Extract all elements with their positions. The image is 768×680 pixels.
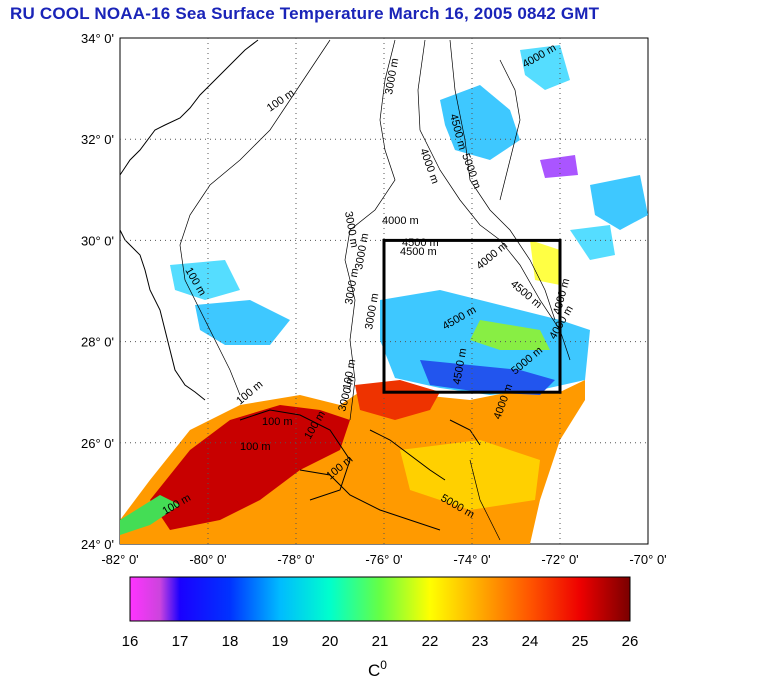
lon-tick-label: -78° 0' [277, 552, 314, 567]
sst-patch-north-b [520, 45, 570, 90]
colorbar-tick-label: 20 [322, 633, 339, 650]
coastline [120, 39, 481, 531]
colorbar-tick-label: 16 [122, 633, 139, 650]
colorbar-tick-label: 25 [572, 633, 589, 650]
lon-tick-label: -76° 0' [365, 552, 402, 567]
figure-title: RU COOL NOAA-16 Sea Surface Temperature … [10, 4, 600, 23]
bathymetry-contours [179, 39, 571, 541]
contour-label: 100 m [341, 358, 358, 390]
contour-100m [179, 39, 331, 396]
contour-label: 100 m [240, 441, 271, 453]
bahamas-outline [239, 409, 441, 531]
sst-patch-west [195, 300, 290, 345]
lon-tick-label: -82° 0' [101, 552, 138, 567]
contour-label: 100 m [262, 416, 293, 428]
contour-4500m [449, 39, 556, 321]
lon-tick-label: -70° 0' [629, 552, 666, 567]
contour-label: 4500 m [400, 246, 437, 258]
lon-tick-label: -72° 0' [541, 552, 578, 567]
study-area-box [382, 238, 562, 394]
lat-tick-label: 28° 0' [81, 335, 114, 350]
lat-tick-label: 34° 0' [81, 31, 114, 46]
colorbar-tick-label: 24 [522, 633, 539, 650]
colorbar-tick-label: 19 [272, 633, 289, 650]
sst-purple-patch [540, 155, 578, 178]
contour-label: 4500 m [402, 237, 439, 249]
lon-tick-label: -74° 0' [453, 552, 490, 567]
colorbar-tick-label: 22 [422, 633, 439, 650]
lat-tick-label: 26° 0' [81, 436, 114, 451]
colorbar-unit-superscript: 0 [380, 658, 387, 672]
contour-label: 4000 m [382, 215, 419, 227]
sst-hot-core [150, 405, 350, 530]
sst-data-layer [120, 45, 648, 544]
lat-tick-label: 30° 0' [81, 233, 114, 248]
lon-tick-label: -80° 0' [189, 552, 226, 567]
colorbar-tick-label: 17 [172, 633, 189, 650]
lat-tick-label: 24° 0' [81, 537, 114, 552]
island-chain [369, 419, 481, 481]
colorbar-unit-letter: C [368, 661, 380, 680]
sst-patch-mid [530, 240, 560, 285]
colorbar-tick-label: 26 [622, 633, 639, 650]
colorbar-unit-label: C0 [368, 658, 387, 680]
sst-patch-east [570, 225, 615, 260]
lat-tick-label: 32° 0' [81, 132, 114, 147]
sst-hot-east [355, 380, 440, 420]
contour-3000m [344, 39, 396, 421]
colorbar [129, 576, 631, 622]
florida-coast [120, 39, 259, 401]
contour-4000m [417, 39, 571, 361]
sst-patch-west-b [170, 260, 240, 300]
longitude-tick-labels: -82° 0' -80° 0' -78° 0' -76° 0' -74° 0' … [101, 552, 666, 567]
sst-patch-northeast [590, 175, 648, 230]
contour-5000m [469, 59, 521, 541]
sst-green-patch [120, 495, 180, 535]
sst-patch-north [440, 85, 520, 160]
latitude-tick-labels: 34° 0' 32° 0' 30° 0' 28° 0' 26° 0' 24° 0… [81, 31, 114, 552]
sst-green-strip [470, 320, 550, 350]
colorbar-tick-label: 21 [372, 633, 389, 650]
colorbar-tick-labels: 16 17 18 19 20 21 22 23 24 25 26 [122, 633, 639, 650]
colorbar-tick-label: 18 [222, 633, 239, 650]
colorbar-tick-label: 23 [472, 633, 489, 650]
sst-blue-patch [420, 360, 555, 395]
sst-yellow-band [400, 440, 540, 510]
